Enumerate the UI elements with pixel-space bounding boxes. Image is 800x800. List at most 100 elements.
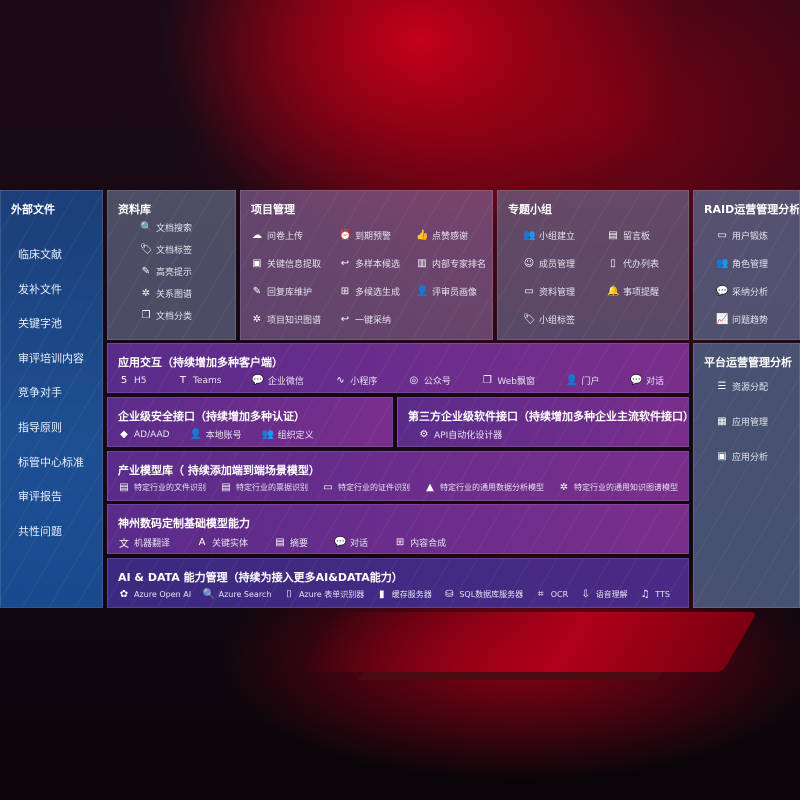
base-model-item[interactable]: 💬 对话	[334, 536, 368, 549]
group-item[interactable]: ▤ 留言板	[607, 229, 688, 242]
item-label: 资料管理	[539, 288, 576, 298]
industry-item[interactable]: ▭ 特定行业的证件识别	[322, 482, 410, 493]
external-file-item[interactable]: 关键字池	[18, 317, 62, 331]
ai-data-item[interactable]: ⌷ Azure 表单识别器	[283, 589, 364, 600]
app-interaction-item[interactable]: ◎ 公众号	[408, 374, 451, 387]
external-file-item[interactable]: 指导原则	[18, 420, 62, 434]
library-item[interactable]: ✲ 关系图谱	[140, 287, 192, 300]
group-item[interactable]: 🔔 事项提醒	[607, 285, 688, 298]
base-model-item[interactable]: A 关键实体	[196, 536, 248, 549]
item-label: 小程序	[350, 377, 378, 387]
industry-item[interactable]: ▤ 特定行业的文件识别	[118, 482, 206, 493]
project-item[interactable]: ⏰ 到期预警	[339, 229, 416, 242]
raid-item[interactable]: 📈 问题趋势	[716, 313, 768, 326]
chat-icon: 💬	[629, 375, 643, 386]
project-item[interactable]: ⊞ 多候选生成	[339, 285, 416, 298]
group-item[interactable]: ☺ 成员管理	[523, 257, 607, 270]
project-item[interactable]: ▣ 关键信息提取	[251, 257, 339, 270]
ranking-icon: ▥	[417, 258, 427, 269]
panel-title: AI & DATA 能力管理（持续为接入更多AI&DATA能力）	[118, 571, 403, 584]
item-label: 特定行业的文件识别	[134, 483, 206, 492]
alarm-icon: ⏰	[339, 230, 352, 241]
group-item[interactable]: 🏷 小组标签	[523, 313, 607, 326]
security-item[interactable]: 👤 本地账号	[190, 428, 242, 441]
project-item[interactable]: ☁ 问卷上传	[251, 229, 339, 242]
openai-icon: ✿	[119, 589, 129, 600]
item-label: 小组标签	[539, 316, 576, 326]
project-item[interactable]: ▥ 内部专家排名	[416, 257, 492, 270]
base-model-item[interactable]: 文机器翻译	[118, 535, 170, 550]
library-item[interactable]: 🔍 文档搜索	[140, 221, 192, 234]
base-model-item[interactable]: ▤ 摘要	[274, 536, 308, 549]
project-item[interactable]: ✲ 项目知识图谱	[251, 313, 339, 326]
app-interaction-item[interactable]: 💬 企业微信	[252, 374, 304, 387]
raid-item[interactable]: 💬 采纳分析	[716, 285, 768, 298]
external-file-item[interactable]: 审评报告	[18, 490, 62, 504]
ai-data-item[interactable]: ▮ 缓存服务器	[376, 589, 432, 600]
ai-data-item[interactable]: ⛁ SQL数据库服务器	[443, 589, 523, 600]
highlight-pen-icon: ✎	[141, 266, 151, 277]
security-item[interactable]: 👥 组织定义	[262, 428, 314, 441]
app-interaction-item[interactable]: 5 H5	[118, 375, 147, 386]
third-party-item[interactable]: ⚙ API自动化设计器	[418, 428, 503, 441]
industry-item[interactable]: ▤ 特定行业的票据识别	[220, 482, 308, 493]
ai-data-item[interactable]: ⇩ 语音理解	[580, 589, 627, 600]
wechat-work-icon: 💬	[251, 375, 265, 386]
qa-icon: 💬	[716, 286, 729, 297]
group-item[interactable]: 👥 小组建立	[523, 229, 607, 242]
project-item[interactable]: 👍 点赞感谢	[416, 229, 492, 242]
group-item[interactable]: ▯ 代办列表	[607, 257, 688, 270]
user-icon: 👤	[416, 286, 429, 297]
project-management-panel: 项目管理 ☁ 问卷上传 ⏰ 到期预警 👍 点赞感谢 ▣ 关键信息提取 ↩ 多样本候选 ▥ 内部专家排名…	[240, 190, 493, 340]
ai-data-item[interactable]: ✿ Azure Open AI	[118, 589, 191, 600]
extract-icon: ▣	[252, 258, 262, 269]
base-model-item[interactable]: ⊞ 内容合成	[394, 536, 446, 549]
platform-item[interactable]: ☰ 资源分配	[716, 380, 769, 393]
ai-data-item[interactable]: ♫ TTS	[639, 589, 670, 600]
panel-title: 应用交互（持续增加多种客户端）	[118, 356, 283, 369]
panel-title: RAID运营管理分析	[704, 203, 800, 216]
api-gear-icon: ⚙	[419, 429, 429, 440]
library-item[interactable]: 🏷 文档标签	[140, 243, 192, 256]
speech-icon: ⇩	[581, 589, 590, 600]
tts-icon: ♫	[640, 589, 650, 600]
item-label: 用户锻炼	[732, 232, 769, 242]
industry-item[interactable]: ✲ 特定行业的通用知识图谱模型	[558, 482, 678, 493]
group-icon: 👥	[716, 258, 729, 269]
platform-item[interactable]: ▦ 应用管理	[716, 415, 768, 428]
panel-title: 平台运营管理分析	[704, 356, 792, 369]
external-file-item[interactable]: 临床文献	[18, 248, 62, 261]
app-interaction-item[interactable]: 💬 对话	[630, 374, 664, 387]
external-file-item[interactable]: 发补文件	[18, 282, 62, 296]
azure-ad-icon: ◆	[120, 429, 128, 440]
item-label: 特定行业的通用知识图谱模型	[574, 483, 678, 492]
app-interaction-item[interactable]: T Teams	[177, 375, 222, 386]
app-interaction-item[interactable]: 👤 门户	[565, 374, 599, 387]
project-item[interactable]: ↩ 多样本候选	[339, 257, 416, 270]
raid-item[interactable]: 👥 角色管理	[716, 257, 768, 270]
library-item[interactable]: ✎ 高亮提示	[140, 265, 192, 278]
group-item[interactable]: ▭ 资料管理	[523, 285, 607, 298]
industry-item[interactable]: ▲ 特定行业的通用数据分析模型	[424, 482, 544, 493]
app-interaction-item[interactable]: ∿ 小程序	[334, 374, 377, 387]
external-file-item[interactable]: 标管中心标准	[18, 455, 84, 469]
clipboard-icon: ▯	[610, 258, 616, 269]
item-label: 特定行业的通用数据分析模型	[440, 483, 544, 492]
ai-data-item[interactable]: 🔍 Azure Search	[203, 589, 272, 600]
project-item[interactable]: ✎ 回复库维护	[251, 285, 339, 298]
external-file-item[interactable]: 竞争对手	[18, 386, 62, 400]
panel-title: 企业级安全接口（持续增加多种认证）	[118, 410, 305, 423]
project-item[interactable]: 👤 评审员画像	[416, 285, 492, 298]
raid-item[interactable]: ▭ 用户锻炼	[716, 229, 768, 242]
security-item[interactable]: ◆ AD/AAD	[118, 429, 169, 440]
external-file-item[interactable]: 审评培训内容	[18, 351, 84, 365]
project-item[interactable]: ↩ 一键采纳	[339, 313, 416, 326]
form-recognizer-icon: ⌷	[285, 589, 292, 600]
apps-icon: ▦	[717, 416, 727, 427]
external-file-item[interactable]: 共性问题	[18, 524, 62, 538]
platform-item[interactable]: ▣ 应用分析	[716, 450, 768, 463]
app-interaction-item[interactable]: ❐ Web飘窗	[481, 374, 535, 387]
item-label: 代办列表	[623, 260, 660, 270]
ai-data-item[interactable]: ⌗ OCR	[535, 589, 568, 600]
library-item[interactable]: ❐ 文档分类	[140, 309, 193, 322]
